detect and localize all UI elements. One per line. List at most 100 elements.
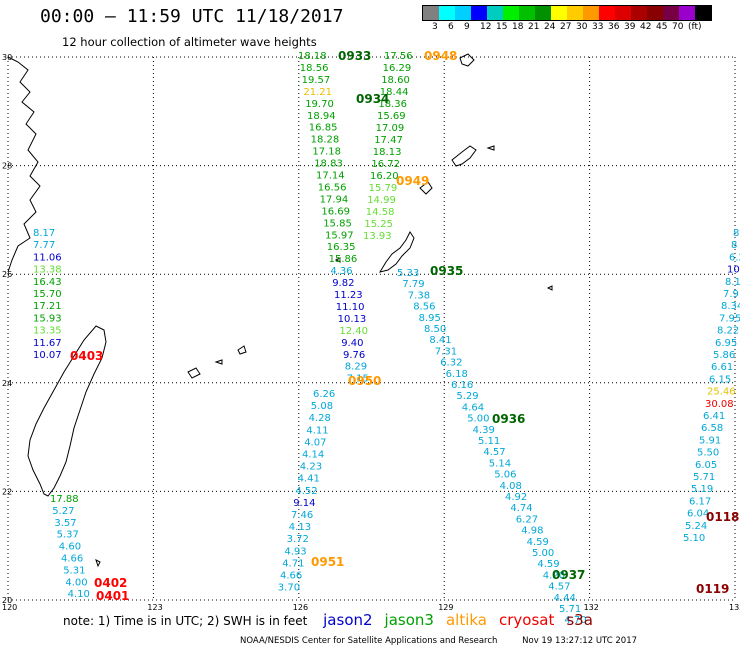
color-scale-label: (ft): [688, 22, 702, 32]
wave-height-value: 6.61: [711, 362, 733, 373]
wave-height-value: 4.98: [521, 526, 543, 537]
tokara-island: [419, 181, 433, 195]
wave-height-value: 4.14: [302, 450, 324, 461]
lat-tick-label: 20: [2, 596, 12, 605]
wave-height-value: 16.20: [370, 171, 399, 182]
color-scale-label: 30: [576, 22, 588, 32]
wave-height-value: 4.13: [289, 522, 311, 533]
islet-a: [334, 257, 341, 263]
wave-height-value: 4.66: [280, 571, 302, 582]
color-swatch: [567, 6, 583, 20]
wave-height-value: 5.71: [693, 472, 715, 483]
color-scale-label: 9: [464, 22, 470, 32]
wave-height-value: 4.57: [548, 582, 570, 593]
miyako-island: [237, 345, 247, 355]
wave-height-value: 4.92: [505, 492, 527, 503]
wave-height-value: 15.69: [377, 111, 406, 122]
lat-tick-label: 26: [2, 270, 12, 279]
pass-label: 0936: [492, 412, 525, 426]
wave-height-value: 3.72: [287, 534, 309, 545]
color-swatch: [647, 6, 663, 20]
wave-height-value: 17.14: [316, 171, 345, 182]
lon-tick-label: 120: [2, 603, 17, 612]
wave-height-value: 7.95: [719, 313, 740, 324]
wave-height-value: 5.86: [713, 350, 735, 361]
wave-height-value: 8.41: [429, 335, 451, 346]
lon-tick-label: 135: [729, 603, 740, 612]
satellite-altika: altika: [445, 611, 487, 629]
color-swatch: [679, 6, 695, 20]
wave-height-value: 5.71: [559, 604, 581, 615]
wave-height-value: 5.19: [691, 484, 713, 495]
color-scale-label: 3: [432, 22, 438, 32]
wave-height-value: 5.50: [697, 448, 719, 459]
wave-height-value: 15.85: [323, 218, 352, 229]
wave-height-value: 9.76: [343, 350, 365, 361]
wave-height-value: 4.00: [65, 577, 87, 588]
wave-height-value: 18.36: [378, 99, 407, 110]
wave-height-value: 6.58: [701, 423, 723, 434]
color-scale-label: 21: [528, 22, 540, 32]
wave-height-value: 6.04: [687, 509, 709, 520]
color-scale-label: 27: [560, 22, 572, 32]
wave-height-value: 5.31: [63, 565, 85, 576]
color-scale-label: 12: [480, 22, 492, 32]
wave-height-value: 11.10: [336, 302, 365, 313]
wave-height-value: 9.14: [293, 498, 315, 509]
pass-label: 0935: [430, 264, 463, 278]
wave-height-value: 17.09: [376, 123, 405, 134]
wave-height-value: 8.56: [413, 302, 435, 313]
wave-height-value: 11.23: [334, 290, 363, 301]
wave-height-value: 18.60: [381, 75, 410, 86]
color-swatch: [471, 6, 487, 20]
color-swatch: [439, 6, 455, 20]
wave-height-value: 4.11: [306, 425, 328, 436]
wave-height-value: 8.22: [717, 326, 739, 337]
pass-label: 0401: [96, 589, 129, 603]
wave-height-value: 4.66: [61, 554, 83, 565]
wave-height-value: 6.2: [729, 252, 740, 263]
wave-height-value: 7.15: [347, 374, 369, 385]
lon-tick-label: 126: [293, 603, 308, 612]
wave-height-value: 5.91: [699, 435, 721, 446]
wave-height-value: 16.56: [318, 182, 347, 193]
islet-b: [546, 285, 553, 291]
wave-height-value: 18.83: [314, 159, 343, 170]
wave-height-value: 18.94: [307, 111, 336, 122]
pass-labels: 0933 0948 0934 0949 0935 0403 0950 0936 0951 0937…: [70, 49, 739, 603]
wave-height-value: 3.70: [278, 583, 300, 594]
wave-height-value: 18.28: [311, 135, 340, 146]
wave-height-value: 6.32: [440, 358, 462, 369]
wave-height-value: 5.06: [494, 470, 516, 481]
color-swatch: [631, 6, 647, 20]
wave-height-value: 4.59: [527, 537, 549, 548]
wave-height-value: 9.40: [341, 338, 363, 349]
wave-height-value: 18.44: [380, 87, 409, 98]
satellite-legend: jason2 jason3 altika cryosat s3a: [311, 611, 593, 629]
wave-height-value: 7.46: [291, 510, 313, 521]
wave-height-value: 4.20: [543, 570, 565, 581]
lat-tick-label: 30: [2, 53, 12, 62]
wave-height-value: 5.33: [397, 268, 419, 279]
wave-height-value: 4.93: [284, 546, 306, 557]
wave-height-value: 16.72: [371, 159, 400, 170]
wave-height-value: 10.07: [33, 350, 62, 361]
wave-height-value: 4.74: [510, 503, 532, 514]
wave-height-value: 16.43: [33, 277, 62, 288]
wave-height-value: 6.16: [451, 380, 473, 391]
color-scale-label: 39: [624, 22, 636, 32]
amami-island: [451, 145, 477, 167]
wave-height-value: 16.35: [327, 242, 356, 253]
color-scale-label: 70: [672, 22, 684, 32]
wave-height-value: 4.57: [483, 447, 505, 458]
wave-height-value: 6.27: [516, 514, 538, 525]
wave-height-value: 5.14: [489, 458, 511, 469]
wave-height-value: 8.50: [424, 324, 446, 335]
islet-c: [486, 145, 495, 151]
color-swatch: [599, 6, 615, 20]
color-swatch: [583, 6, 599, 20]
wave-height-value: 6.15: [709, 374, 731, 385]
color-scale-label: 18: [512, 22, 524, 32]
chart-title: 00:00 – 11:59 UTC 11/18/2017: [40, 6, 344, 27]
wave-height-value: 4.28: [309, 413, 331, 424]
